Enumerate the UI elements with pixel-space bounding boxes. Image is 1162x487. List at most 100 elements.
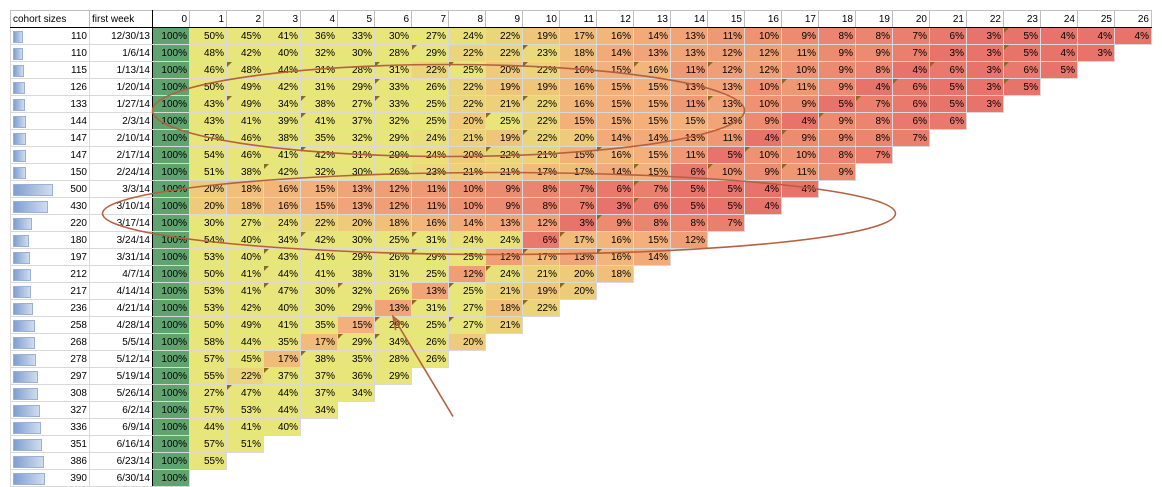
cohort-size-cell: 327 bbox=[10, 401, 90, 419]
empty-cell bbox=[744, 248, 782, 266]
retention-cell: 54% bbox=[189, 146, 227, 164]
retention-cell: 27% bbox=[411, 27, 449, 45]
empty-cell bbox=[1003, 350, 1041, 368]
retention-cell: 42% bbox=[300, 146, 338, 164]
retention-cell: 100% bbox=[152, 435, 190, 453]
retention-cell: 20% bbox=[485, 61, 523, 79]
retention-cell: 10% bbox=[744, 27, 782, 45]
retention-cell: 44% bbox=[263, 265, 301, 283]
retention-cell: 42% bbox=[300, 231, 338, 249]
cohort-size-bar bbox=[13, 405, 40, 417]
retention-cell: 7% bbox=[892, 27, 930, 45]
empty-cell bbox=[1077, 78, 1115, 96]
retention-cell: 21% bbox=[485, 163, 523, 181]
table-row: 220 3/17/14 100% 30% 27% 24% 22% 20% 18% 16% 14% 13… bbox=[10, 214, 1152, 232]
retention-cell: 100% bbox=[152, 44, 190, 62]
cohort-size-cell: 147 bbox=[10, 129, 90, 147]
empty-cell bbox=[892, 248, 930, 266]
cohort-size-cell: 220 bbox=[10, 214, 90, 232]
empty-cell bbox=[855, 248, 893, 266]
empty-cell bbox=[1114, 435, 1152, 453]
empty-cell bbox=[633, 435, 671, 453]
retention-cell: 14% bbox=[596, 44, 634, 62]
empty-cell bbox=[1114, 129, 1152, 147]
empty-cell bbox=[448, 384, 486, 402]
retention-cell: 9% bbox=[744, 112, 782, 130]
retention-cell: 41% bbox=[263, 146, 301, 164]
retention-cell: 42% bbox=[263, 78, 301, 96]
retention-cell: 11% bbox=[411, 180, 449, 198]
retention-cell: 34% bbox=[263, 231, 301, 249]
header-period-4: 4 bbox=[300, 10, 338, 28]
empty-cell bbox=[1003, 282, 1041, 300]
retention-cell: 29% bbox=[337, 299, 375, 317]
empty-cell bbox=[929, 452, 967, 470]
empty-cell bbox=[855, 231, 893, 249]
table-row: 197 3/31/14 100% 53% 40% 43% 41% 29% 26% 29% 25% 12… bbox=[10, 248, 1152, 266]
retention-cell: 22% bbox=[522, 61, 560, 79]
empty-cell bbox=[411, 469, 449, 487]
first-week-cell: 4/14/14 bbox=[89, 282, 153, 300]
retention-cell: 10% bbox=[744, 95, 782, 113]
cohort-size-value: 268 bbox=[70, 336, 87, 348]
retention-cell: 15% bbox=[670, 112, 708, 130]
empty-cell bbox=[1077, 282, 1115, 300]
retention-cell: 31% bbox=[300, 61, 338, 79]
retention-cell: 57% bbox=[189, 129, 227, 147]
retention-cell: 31% bbox=[300, 78, 338, 96]
header-period-2: 2 bbox=[226, 10, 264, 28]
table-row: 278 5/12/14 100% 57% 45% 17% 38% 35% 28% 26% bbox=[10, 350, 1152, 368]
empty-cell bbox=[1003, 265, 1041, 283]
retention-cell: 14% bbox=[596, 129, 634, 147]
retention-cell: 23% bbox=[522, 44, 560, 62]
retention-cell: 7% bbox=[855, 95, 893, 113]
empty-cell bbox=[1077, 435, 1115, 453]
empty-cell bbox=[263, 435, 301, 453]
retention-cell: 25% bbox=[411, 265, 449, 283]
retention-cell: 100% bbox=[152, 129, 190, 147]
empty-cell bbox=[744, 231, 782, 249]
retention-cell: 32% bbox=[337, 129, 375, 147]
cohort-size-cell: 386 bbox=[10, 452, 90, 470]
retention-cell: 26% bbox=[411, 333, 449, 351]
retention-cell: 100% bbox=[152, 401, 190, 419]
cohort-size-bar bbox=[13, 422, 41, 434]
empty-cell bbox=[1040, 316, 1078, 334]
empty-cell bbox=[263, 469, 301, 487]
retention-cell: 57% bbox=[189, 401, 227, 419]
empty-cell bbox=[1003, 435, 1041, 453]
retention-cell: 20% bbox=[448, 146, 486, 164]
empty-cell bbox=[744, 282, 782, 300]
retention-cell: 21% bbox=[522, 265, 560, 283]
cohort-size-cell: 430 bbox=[10, 197, 90, 215]
cohort-size-bar bbox=[13, 354, 36, 366]
retention-cell: 16% bbox=[596, 146, 634, 164]
header-period-11: 11 bbox=[559, 10, 597, 28]
retention-cell: 46% bbox=[226, 146, 264, 164]
retention-cell: 12% bbox=[374, 197, 412, 215]
empty-cell bbox=[411, 435, 449, 453]
empty-cell bbox=[892, 401, 930, 419]
empty-cell bbox=[892, 469, 930, 487]
retention-cell: 27% bbox=[189, 384, 227, 402]
retention-cell: 3% bbox=[596, 197, 634, 215]
retention-cell: 8% bbox=[818, 146, 856, 164]
header-period-6: 6 bbox=[374, 10, 412, 28]
cohort-size-value: 110 bbox=[71, 30, 87, 42]
first-week-cell: 6/30/14 bbox=[89, 469, 153, 487]
retention-cell: 25% bbox=[374, 231, 412, 249]
retention-cell: 53% bbox=[189, 248, 227, 266]
empty-cell bbox=[892, 146, 930, 164]
empty-cell bbox=[781, 452, 819, 470]
empty-cell bbox=[818, 231, 856, 249]
empty-cell bbox=[670, 333, 708, 351]
cohort-size-value: 297 bbox=[70, 370, 87, 382]
retention-cell: 46% bbox=[226, 129, 264, 147]
retention-cell: 9% bbox=[596, 214, 634, 232]
empty-cell bbox=[633, 350, 671, 368]
retention-cell: 5% bbox=[929, 95, 967, 113]
empty-cell bbox=[559, 435, 597, 453]
retention-cell: 30% bbox=[300, 299, 338, 317]
cohort-size-bar bbox=[13, 116, 26, 128]
empty-cell bbox=[522, 401, 560, 419]
